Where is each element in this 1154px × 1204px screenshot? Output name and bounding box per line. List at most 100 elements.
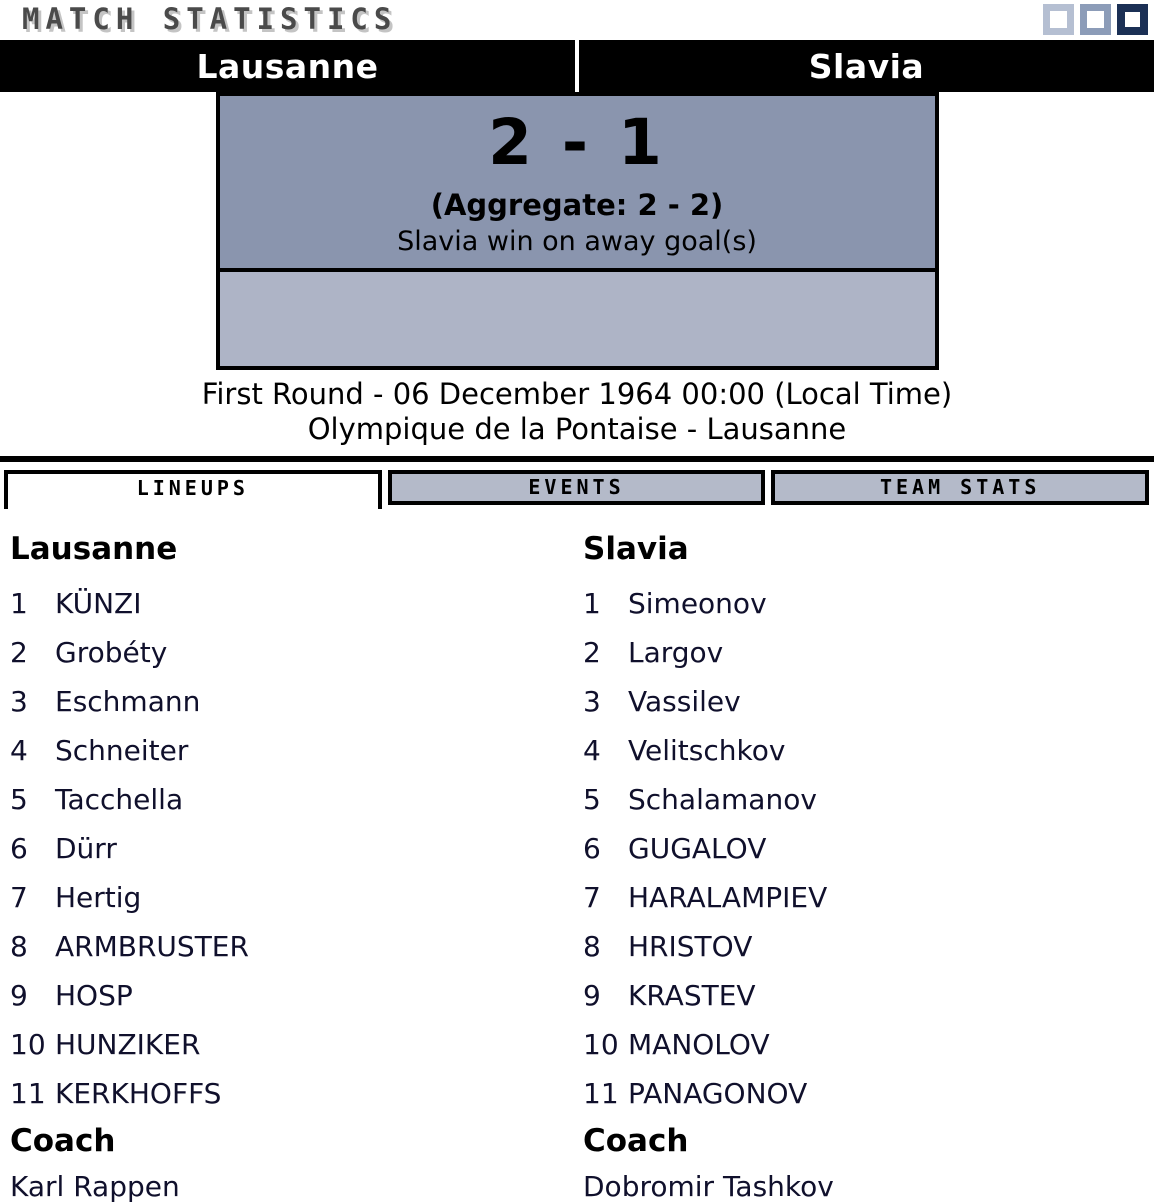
player-number: 11 bbox=[583, 1077, 619, 1110]
player-row: 10 HUNZIKER bbox=[10, 1020, 583, 1069]
player-number: 4 bbox=[10, 734, 28, 767]
match-round-date: First Round - 06 December 1964 00:00 (Lo… bbox=[201, 377, 953, 411]
match-info: First Round - 06 December 1964 00:00 (Lo… bbox=[0, 370, 1154, 453]
player-name: Schneiter bbox=[55, 734, 189, 767]
player-name: Dürr bbox=[55, 832, 117, 865]
player-number: 1 bbox=[583, 587, 601, 620]
player-name: Vassilev bbox=[628, 685, 741, 718]
player-name: GUGALOV bbox=[628, 832, 767, 865]
player-name: Schalamanov bbox=[628, 783, 817, 816]
away-team-name: Slavia bbox=[808, 46, 925, 86]
tab-lineups[interactable]: LINEUPS bbox=[4, 470, 382, 509]
player-row: 9 KRASTEV bbox=[583, 971, 1154, 1020]
player-name: ARMBRUSTER bbox=[55, 930, 249, 963]
tab-team-stats[interactable]: TEAM STATS bbox=[771, 470, 1150, 505]
player-number: 3 bbox=[10, 685, 28, 718]
player-row: 11 PANAGONOV bbox=[583, 1069, 1154, 1118]
player-row: 4 Schneiter bbox=[10, 726, 583, 775]
player-name: HUNZIKER bbox=[55, 1028, 201, 1061]
player-row: 7 Hertig bbox=[10, 873, 583, 922]
player-row: 1 KÜNZI bbox=[10, 579, 583, 628]
divider-rule bbox=[0, 456, 1154, 462]
tab-events[interactable]: EVENTS bbox=[387, 470, 766, 505]
player-row: 7 HARALAMPIEV bbox=[583, 873, 1154, 922]
home-coach-heading: Coach bbox=[10, 1123, 116, 1159]
player-row: 3 Vassilev bbox=[583, 677, 1154, 726]
match-venue: Olympique de la Pontaise - Lausanne bbox=[307, 412, 847, 446]
player-row: 3 Eschmann bbox=[10, 677, 583, 726]
tab-bar: LINEUPS EVENTS TEAM STATS bbox=[0, 462, 1154, 509]
away-coach-heading: Coach bbox=[583, 1123, 689, 1159]
away-lineup-column: Slavia 1 Simeonov 2 Largov 3 Vassilev 4 … bbox=[583, 509, 1154, 1204]
player-number: 10 bbox=[10, 1028, 46, 1061]
player-number: 6 bbox=[583, 832, 601, 865]
player-number: 1 bbox=[10, 587, 28, 620]
player-row: 8 HRISTOV bbox=[583, 922, 1154, 971]
player-number: 8 bbox=[10, 930, 28, 963]
player-name: Tacchella bbox=[55, 783, 184, 816]
player-row: 11 KERKHOFFS bbox=[10, 1069, 583, 1118]
player-number: 7 bbox=[583, 881, 601, 914]
window-square-2-icon[interactable] bbox=[1080, 4, 1111, 35]
player-name: Simeonov bbox=[628, 587, 767, 620]
scoreboard: 2 - 1 (Aggregate: 2 - 2) Slavia win on a… bbox=[215, 92, 939, 370]
player-name: HRISTOV bbox=[628, 930, 753, 963]
aggregate-score: (Aggregate: 2 - 2) bbox=[430, 188, 724, 222]
player-name: KERKHOFFS bbox=[55, 1077, 222, 1110]
home-lineup-heading: Lausanne bbox=[10, 531, 178, 567]
window-controls bbox=[1043, 2, 1148, 35]
lineups-section: Lausanne 1 KÜNZI 2 Grobéty 3 Eschmann 4 … bbox=[0, 509, 1154, 1204]
player-name: PANAGONOV bbox=[628, 1077, 808, 1110]
result-note: Slavia win on away goal(s) bbox=[397, 226, 757, 257]
player-row: 2 Largov bbox=[583, 628, 1154, 677]
player-row: 8 ARMBRUSTER bbox=[10, 922, 583, 971]
player-row: 1 Simeonov bbox=[583, 579, 1154, 628]
player-number: 2 bbox=[10, 636, 28, 669]
player-name: HARALAMPIEV bbox=[628, 881, 828, 914]
away-lineup-heading: Slavia bbox=[583, 531, 689, 567]
team-name-bar: Lausanne Slavia bbox=[0, 40, 1154, 92]
player-name: Velitschkov bbox=[628, 734, 786, 767]
player-number: 11 bbox=[10, 1077, 46, 1110]
header: MATCH STATISTICS bbox=[0, 0, 1154, 40]
player-number: 6 bbox=[10, 832, 28, 865]
player-number: 7 bbox=[10, 881, 28, 914]
player-number: 5 bbox=[583, 783, 601, 816]
score-value: 2 - 1 bbox=[488, 106, 666, 179]
player-name: MANOLOV bbox=[628, 1028, 770, 1061]
player-name: KÜNZI bbox=[55, 587, 142, 620]
away-coach-name: Dobromir Tashkov bbox=[583, 1170, 834, 1203]
player-number: 4 bbox=[583, 734, 601, 767]
page-title: MATCH STATISTICS bbox=[22, 2, 398, 36]
player-name: Grobéty bbox=[55, 636, 168, 669]
home-team-name: Lausanne bbox=[196, 46, 379, 86]
player-row: 6 Dürr bbox=[10, 824, 583, 873]
home-lineup-column: Lausanne 1 KÜNZI 2 Grobéty 3 Eschmann 4 … bbox=[10, 509, 583, 1204]
player-row: 10 MANOLOV bbox=[583, 1020, 1154, 1069]
window-square-3-icon[interactable] bbox=[1117, 4, 1148, 35]
player-name: Eschmann bbox=[55, 685, 201, 718]
window-square-1-icon[interactable] bbox=[1043, 4, 1074, 35]
player-number: 5 bbox=[10, 783, 28, 816]
player-name: Largov bbox=[628, 636, 724, 669]
player-row: 5 Tacchella bbox=[10, 775, 583, 824]
player-number: 9 bbox=[10, 979, 28, 1012]
player-row: 4 Velitschkov bbox=[583, 726, 1154, 775]
team-bar-divider bbox=[575, 40, 579, 92]
player-row: 5 Schalamanov bbox=[583, 775, 1154, 824]
scoreboard-extra-panel bbox=[215, 272, 939, 370]
player-row: 2 Grobéty bbox=[10, 628, 583, 677]
home-coach-name: Karl Rappen bbox=[10, 1170, 180, 1203]
player-row: 9 HOSP bbox=[10, 971, 583, 1020]
player-name: HOSP bbox=[55, 979, 133, 1012]
player-name: KRASTEV bbox=[628, 979, 756, 1012]
player-row: 6 GUGALOV bbox=[583, 824, 1154, 873]
player-number: 8 bbox=[583, 930, 601, 963]
player-number: 10 bbox=[583, 1028, 619, 1061]
player-number: 9 bbox=[583, 979, 601, 1012]
scoreboard-area: 2 - 1 (Aggregate: 2 - 2) Slavia win on a… bbox=[0, 92, 1154, 370]
player-name: Hertig bbox=[55, 881, 142, 914]
player-number: 3 bbox=[583, 685, 601, 718]
player-number: 2 bbox=[583, 636, 601, 669]
